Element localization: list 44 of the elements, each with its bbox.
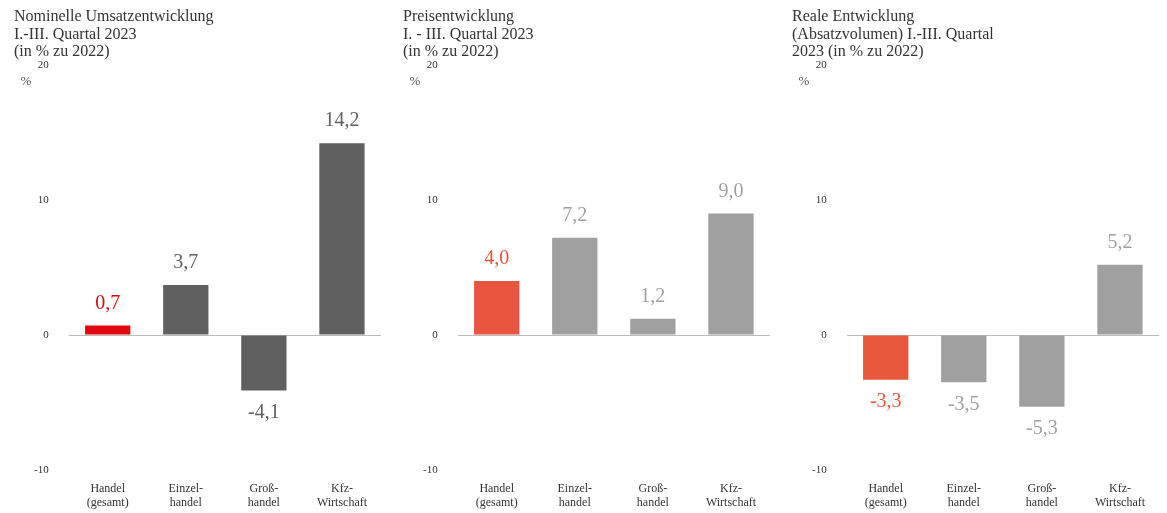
data-label: 3,7 [173, 250, 199, 273]
x-tick-label: Kfz- Wirtschaft [316, 480, 368, 509]
bar [163, 285, 209, 335]
data-label: 7,2 [562, 203, 588, 226]
y-tick-label: 10 [815, 192, 828, 205]
x-tick-label: Groß- handel [247, 480, 281, 509]
bar [630, 318, 676, 335]
data-label: 4,0 [484, 246, 510, 269]
bar [319, 143, 365, 335]
data-label: 14,2 [324, 108, 360, 131]
data-label: 1,2 [640, 284, 666, 307]
y-tick-label: -10 [811, 463, 828, 476]
bar [474, 281, 520, 335]
x-tick-label: Einzel- handel [168, 480, 204, 509]
x-tick-label: Groß- handel [636, 480, 670, 509]
x-tick-label: Einzel- handel [946, 480, 982, 509]
y-tick-label: 0 [821, 327, 828, 340]
y-tick-label: 10 [426, 192, 439, 205]
x-tick-label: Groß- handel [1025, 480, 1059, 509]
y-tick-label: -10 [422, 463, 439, 476]
data-label: -5,3 [1026, 415, 1058, 438]
y-axis-title: % [798, 72, 810, 88]
data-label: 5,2 [1107, 230, 1133, 253]
y-tick-label: 10 [37, 192, 50, 205]
data-label: -4,1 [248, 399, 280, 422]
x-tick-label: Kfz- Wirtschaft [705, 480, 757, 509]
y-tick-label: 0 [43, 327, 50, 340]
y-tick-label: 0 [432, 327, 439, 340]
x-tick-label: Handel (gesamt) [86, 480, 129, 509]
y-tick-label: -10 [33, 463, 50, 476]
data-label: -3,5 [947, 391, 980, 414]
bar [85, 325, 131, 335]
data-label: 9,0 [718, 178, 744, 201]
x-tick-label: Handel (gesamt) [475, 480, 518, 509]
x-tick-label: Einzel- handel [557, 480, 593, 509]
y-axis-title: % [20, 72, 32, 88]
bar [241, 335, 287, 391]
bar [552, 237, 598, 335]
data-label: -3,3 [869, 388, 902, 411]
x-tick-label: Handel (gesamt) [864, 480, 907, 509]
x-tick-label: Kfz- Wirtschaft [1094, 480, 1146, 509]
y-axis-title: % [409, 72, 421, 88]
data-label: 0,7 [95, 290, 121, 313]
bar [708, 213, 754, 335]
